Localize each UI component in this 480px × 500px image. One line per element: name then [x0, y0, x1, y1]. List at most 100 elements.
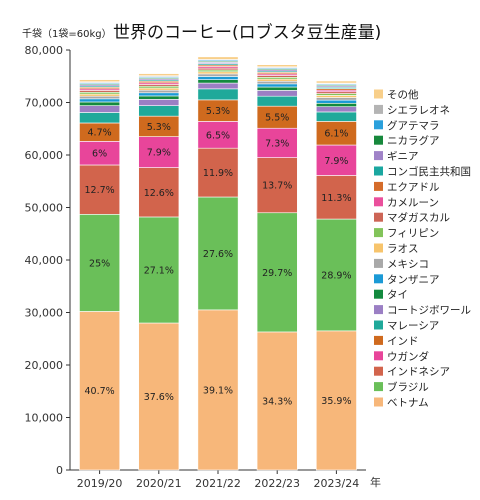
legend-label: ウガンダ: [387, 350, 429, 363]
bar-segment: [79, 98, 121, 103]
bar-segment: [138, 105, 180, 117]
data-label: 35.9%: [321, 396, 351, 407]
bar-segment: [315, 218, 357, 332]
legend-label: ブラジル: [387, 381, 429, 394]
legend-swatch: [374, 228, 383, 238]
data-label: 5.3%: [147, 122, 171, 133]
bar-segment: [256, 86, 298, 91]
bar-segment: [256, 90, 298, 97]
bar-segment: [315, 99, 357, 104]
legend-label: カメルーン: [387, 197, 439, 209]
legend-swatch: [374, 151, 383, 161]
data-label: 34.3%: [262, 396, 292, 407]
data-label: 5.3%: [206, 106, 230, 117]
bar-segment: [256, 78, 298, 82]
bar-segment: [197, 71, 239, 75]
data-label: 7.9%: [147, 148, 171, 159]
bar-segment: [79, 95, 121, 100]
bar-segment: [79, 101, 121, 106]
x-tick-label: 2023/24: [314, 477, 360, 490]
legend-label: エクアドル: [387, 181, 440, 193]
bar-segment: [138, 87, 180, 91]
legend-label: インドネシア: [387, 366, 450, 378]
legend-swatch: [374, 397, 383, 407]
legend-swatch: [374, 289, 383, 299]
legend-swatch: [374, 135, 383, 145]
data-label: 5.5%: [265, 113, 289, 124]
legend-label: コンゴ民主共和国: [387, 165, 471, 178]
legend-swatch: [374, 166, 383, 176]
legend-swatch: [374, 212, 383, 222]
bar-segment: [138, 73, 180, 77]
legend-label: マダガスカル: [387, 211, 450, 224]
data-label: 7.9%: [324, 156, 348, 167]
data-label: 6.5%: [206, 130, 230, 141]
bar-segment: [197, 56, 239, 60]
data-label: 11.3%: [321, 193, 351, 204]
bar-segment: [256, 95, 298, 107]
y-tick-label: 20,000: [25, 359, 64, 372]
y-tick-label: 10,000: [25, 412, 64, 425]
x-tick-label: 2022/23: [254, 477, 300, 490]
legend-label: タンザニア: [387, 274, 440, 286]
data-label: 29.7%: [262, 268, 292, 279]
data-label: 27.1%: [144, 265, 174, 276]
legend-label: ギニア: [387, 151, 419, 163]
bar-segment: [138, 136, 180, 168]
legend-swatch: [374, 351, 383, 361]
bar-segment: [197, 121, 239, 149]
legend-swatch: [374, 104, 383, 114]
bar-segment: [197, 147, 239, 198]
y-tick-label: 40,000: [25, 254, 64, 267]
bar-segment: [197, 196, 239, 311]
x-tick-label: 2021/22: [195, 477, 241, 490]
legend-label: インド: [387, 335, 419, 347]
bar-segment: [79, 93, 121, 97]
bar-segment: [197, 79, 239, 84]
legend-swatch: [374, 305, 383, 315]
bar-segment: [256, 80, 298, 85]
x-tick-label: 2020/21: [136, 477, 182, 490]
legend-label: その他: [387, 88, 419, 101]
legend-label: タイ: [387, 289, 408, 301]
legend-swatch: [374, 89, 383, 99]
data-label: 40.7%: [85, 386, 115, 397]
legend-label: ニカラグア: [387, 134, 440, 147]
bar-segment: [138, 216, 180, 324]
bar-segment: [79, 112, 121, 124]
bar-segment: [315, 95, 357, 98]
unit-label: 千袋（1袋=60kg）: [22, 27, 112, 40]
bar-segment: [138, 167, 180, 218]
bar-segment: [197, 76, 239, 80]
y-tick-label: 60,000: [25, 149, 64, 162]
legend-label: マレーシア: [387, 320, 439, 332]
x-tick-label: 2019/20: [77, 477, 123, 490]
data-label: 13.7%: [262, 181, 292, 192]
legend-swatch: [374, 120, 383, 130]
bar-segment: [79, 79, 121, 83]
data-label: 27.6%: [203, 249, 233, 260]
bar-segment: [256, 64, 298, 68]
bar-segment: [256, 83, 298, 88]
bar-segment: [315, 144, 357, 176]
legend-swatch: [374, 243, 383, 253]
data-label: 39.1%: [203, 385, 233, 396]
legend-swatch: [374, 197, 383, 207]
plot-area: 0 10,000 20,000 30,000 40,000 50,000 60,000 70,…: [25, 44, 366, 490]
legend-swatch: [374, 274, 383, 284]
legend-swatch: [374, 320, 383, 330]
bar-segment: [138, 95, 180, 100]
legend-label: コートジボワール: [387, 305, 471, 317]
x-axis-label: 年: [370, 475, 381, 489]
legend-label: メキシコ: [387, 258, 429, 270]
bar-segment: [197, 88, 239, 101]
y-tick-label: 0: [56, 464, 63, 477]
legend-label: ラオス: [387, 243, 419, 255]
bar-segment: [197, 82, 239, 90]
y-tick-label: 80,000: [25, 44, 64, 57]
data-label: 11.9%: [203, 168, 233, 179]
bar-segment: [79, 105, 121, 113]
chart-title: 世界のコーヒー(ロブスタ豆生産量): [113, 22, 381, 43]
legend-swatch: [374, 258, 383, 268]
